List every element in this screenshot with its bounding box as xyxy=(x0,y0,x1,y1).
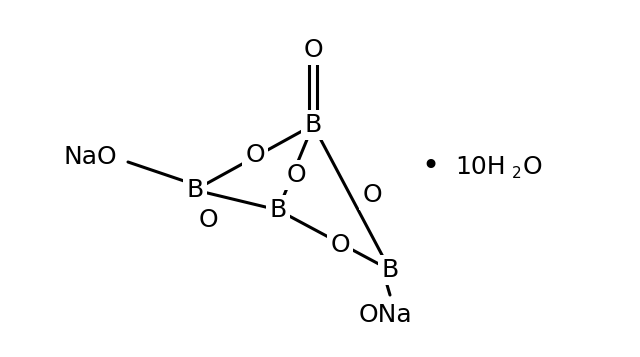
Text: B: B xyxy=(381,258,399,282)
Text: B: B xyxy=(305,113,322,137)
Text: O: O xyxy=(303,38,323,62)
Text: O: O xyxy=(523,155,543,179)
Text: NaO: NaO xyxy=(63,145,117,169)
Text: O: O xyxy=(245,143,265,167)
Text: B: B xyxy=(186,178,204,202)
Text: B: B xyxy=(269,198,287,222)
Text: 10H: 10H xyxy=(455,155,506,179)
Text: O: O xyxy=(286,163,306,187)
Text: ONa: ONa xyxy=(358,303,412,327)
Text: O: O xyxy=(330,233,350,257)
Text: O: O xyxy=(362,183,382,207)
Text: •: • xyxy=(421,152,439,181)
Text: O: O xyxy=(198,208,218,232)
Text: 2: 2 xyxy=(512,166,522,181)
